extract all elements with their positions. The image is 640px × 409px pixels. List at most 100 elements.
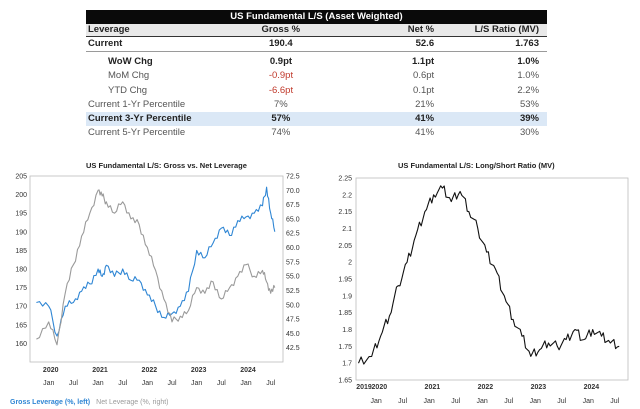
y-tick-right: 67.5 (286, 202, 300, 209)
month-label: Jul (217, 380, 226, 387)
row-label: Current (88, 38, 123, 49)
row-label: Current 3-Yr Percentile (88, 112, 192, 124)
header-ratio: L/S Ratio (MV) (474, 24, 539, 35)
left-chart-legend: Gross Leverage (%, left) Net Leverage (%,… (10, 399, 169, 406)
y-tick: 1.85 (338, 310, 352, 317)
row-ratio: 1.0% (517, 70, 540, 82)
month-label: Jul (168, 380, 177, 387)
legend-gross: Gross Leverage (%, left) (10, 399, 91, 406)
y-tick-right: 57.5 (286, 259, 300, 266)
long-short-ratio-chart: 2.25 2.2 2.15 2.1 2.05 2 1.95 1.9 1.85 1.8 1.75 1.7… (338, 176, 629, 405)
plot-frame (29, 175, 284, 363)
month-label: Jul (610, 398, 619, 405)
row-net: 0.6pt (413, 70, 435, 82)
plot-frame (355, 177, 629, 381)
row-ratio: 1.0% (517, 56, 540, 68)
row-net: 1.1pt (411, 56, 435, 68)
y-tick-left: 200 (15, 192, 27, 199)
header-leverage: Leverage (88, 24, 130, 35)
month-label: Jan (240, 380, 251, 387)
table-row-current: Current 190.4 52.6 1.763 (86, 37, 547, 53)
gross-leverage-line (36, 186, 276, 337)
y-tick: 2.25 (338, 176, 352, 183)
y-tick-left: 195 (15, 211, 27, 218)
year-label: 2021 (425, 384, 441, 391)
row-gross: 74% (271, 127, 291, 139)
month-label: Jul (69, 380, 78, 387)
month-label: Jul (504, 398, 513, 405)
y-tick: 2.05 (338, 243, 352, 250)
month-label: Jan (370, 398, 381, 405)
row-ratio: 30% (519, 127, 539, 139)
y-tick-right: 60.0 (286, 245, 300, 252)
row-net: 21% (415, 98, 435, 110)
y-tick-right: 45.0 (286, 331, 300, 338)
y-tick: 1.65 (338, 378, 352, 385)
row-label: WoW Chg (108, 56, 153, 68)
right-chart-title: US Fundamental L/S: Long/Short Ratio (MV… (398, 161, 555, 170)
month-label: Jan (191, 380, 202, 387)
year-label: 2020 (372, 384, 388, 391)
row-net: 0.1pt (413, 84, 435, 96)
year-label: 2024 (240, 367, 256, 374)
row-gross: -0.9pt (268, 70, 294, 82)
year-label: 2022 (142, 367, 158, 374)
row-label: Current 1-Yr Percentile (88, 98, 186, 110)
table-row-pct-1yr: Current 1-Yr Percentile 7% 21% 53% (86, 98, 547, 112)
y-tick-left: 160 (15, 341, 27, 348)
row-gross: 7% (273, 98, 288, 110)
month-label: Jan (477, 398, 488, 405)
row-gross: 0.9pt (269, 56, 293, 68)
month-label: Jul (118, 380, 127, 387)
year-label: 2022 (478, 384, 494, 391)
y-tick-left: 185 (15, 248, 27, 255)
year-label: 2024 (584, 384, 600, 391)
left-chart-title: US Fundamental L/S: Gross vs. Net Levera… (86, 161, 247, 170)
y-tick: 2 (348, 260, 352, 267)
y-tick-right: 70.0 (286, 188, 300, 195)
y-tick-left: 175 (15, 285, 27, 292)
row-gross: 57% (271, 112, 291, 124)
table-header-row: Leverage Gross % Net % L/S Ratio (MV) (86, 24, 547, 37)
year-label: 2021 (92, 367, 108, 374)
y-tick-right: 62.5 (286, 231, 300, 238)
y-tick-right: 72.5 (286, 174, 300, 181)
y-tick-left: 190 (15, 229, 27, 236)
y-tick-right: 42.5 (286, 345, 300, 352)
month-label: Jul (266, 380, 275, 387)
y-tick-right: 50.0 (286, 302, 300, 309)
y-tick-left: 165 (15, 322, 27, 329)
y-tick-right: 65.0 (286, 216, 300, 223)
net-leverage-line (36, 189, 276, 346)
row-net: 41% (415, 112, 435, 124)
y-tick-left: 205 (15, 174, 27, 181)
row-ratio: 2.2% (517, 84, 540, 96)
leverage-table: US Fundamental L/S (Asset Weighted) Leve… (86, 10, 547, 140)
row-ratio: 53% (519, 98, 539, 110)
header-net: Net % (407, 24, 435, 35)
year-label: 2023 (191, 367, 207, 374)
month-label: Jul (557, 398, 566, 405)
gross-net-leverage-chart: 205 200 195 190 185 180 175 170 165 160 72.5 70.0 67… (15, 174, 300, 388)
y-tick: 1.7 (342, 361, 352, 368)
y-tick-right: 47.5 (286, 317, 300, 324)
month-label: Jan (142, 380, 153, 387)
y-tick-right: 52.5 (286, 288, 300, 295)
y-tick: 2.1 (342, 226, 352, 233)
row-net: 41% (415, 127, 435, 139)
y-tick: 1.75 (338, 344, 352, 351)
row-net: 52.6 (415, 38, 435, 49)
month-label: Jan (92, 380, 103, 387)
row-label: Current 5-Yr Percentile (88, 127, 186, 139)
y-tick: 2.2 (342, 192, 352, 199)
month-label: Jan (43, 380, 54, 387)
row-label: MoM Chg (108, 70, 150, 82)
table-row-wow: WoW Chg 0.9pt 1.1pt 1.0% (86, 55, 547, 69)
table-row-pct-5yr: Current 5-Yr Percentile 74% 41% 30% (86, 126, 547, 140)
month-label: Jan (424, 398, 435, 405)
y-tick-left: 180 (15, 267, 27, 274)
month-label: Jan (583, 398, 594, 405)
row-ratio: 39% (519, 112, 539, 124)
month-label: Jul (398, 398, 407, 405)
